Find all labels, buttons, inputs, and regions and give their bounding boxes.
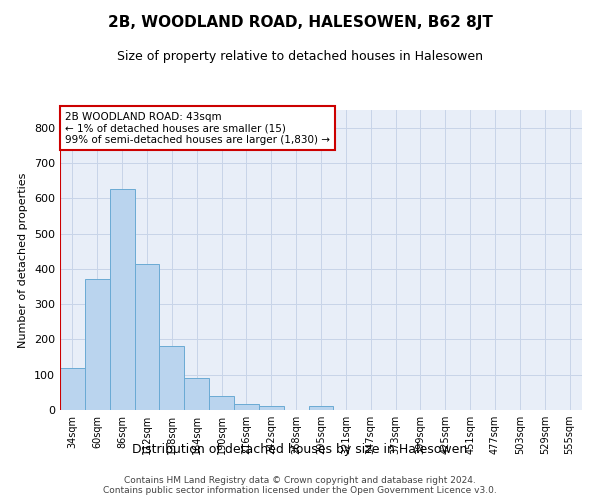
Bar [110,190,134,410]
Bar [308,406,334,410]
Text: 2B, WOODLAND ROAD, HALESOWEN, B62 8JT: 2B, WOODLAND ROAD, HALESOWEN, B62 8JT [107,15,493,30]
Text: Distribution of detached houses by size in Halesowen: Distribution of detached houses by size … [133,442,467,456]
Text: 2B WOODLAND ROAD: 43sqm
← 1% of detached houses are smaller (15)
99% of semi-det: 2B WOODLAND ROAD: 43sqm ← 1% of detached… [65,112,330,144]
Bar [209,396,234,410]
Bar [85,280,110,410]
Bar [160,346,184,410]
Bar [259,406,284,410]
Text: Size of property relative to detached houses in Halesowen: Size of property relative to detached ho… [117,50,483,63]
Y-axis label: Number of detached properties: Number of detached properties [19,172,28,348]
Bar [134,264,160,410]
Bar [60,368,85,410]
Bar [184,378,209,410]
Bar [234,404,259,410]
Text: Contains HM Land Registry data © Crown copyright and database right 2024.
Contai: Contains HM Land Registry data © Crown c… [103,476,497,495]
